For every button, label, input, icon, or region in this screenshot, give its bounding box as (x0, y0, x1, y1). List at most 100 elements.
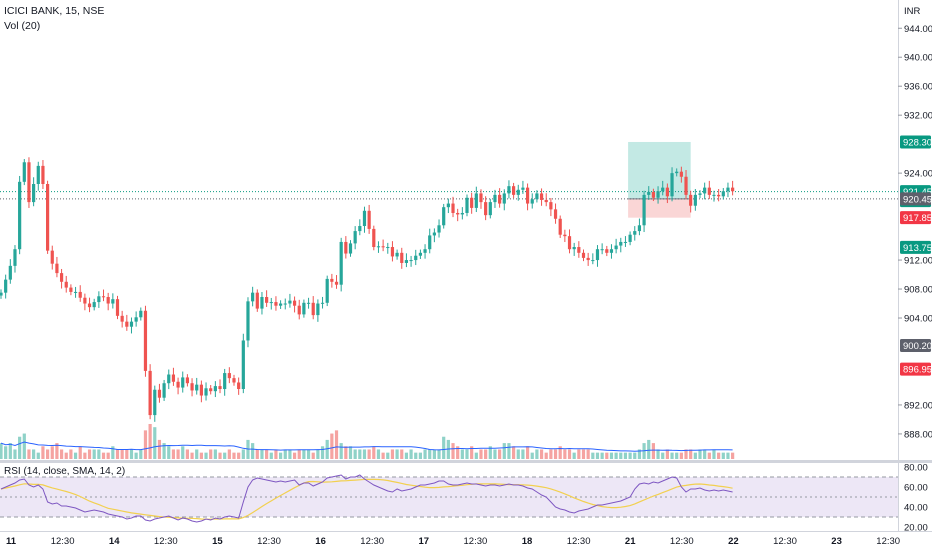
candle-body[interactable] (474, 193, 478, 208)
candle-body[interactable] (456, 212, 460, 215)
candle[interactable] (460, 207, 464, 220)
candle[interactable] (656, 186, 660, 204)
candle-body[interactable] (465, 197, 469, 213)
candles[interactable] (0, 157, 735, 422)
candle[interactable] (64, 275, 68, 293)
candle-body[interactable] (64, 281, 68, 288)
candle[interactable] (400, 247, 404, 269)
rsi-legend[interactable]: RSI (14, close, SMA, 14, 2) (4, 466, 126, 477)
price-badge[interactable]: 928.30 (900, 135, 932, 149)
candle[interactable] (78, 285, 82, 302)
candle[interactable] (283, 298, 287, 310)
candle[interactable] (684, 170, 688, 199)
candle-body[interactable] (265, 297, 269, 303)
candle[interactable] (432, 228, 436, 243)
candle-body[interactable] (731, 187, 735, 192)
candle[interactable] (27, 157, 31, 208)
candle[interactable] (530, 193, 534, 209)
candle-body[interactable] (512, 186, 516, 195)
candle[interactable] (204, 382, 208, 401)
candle[interactable] (600, 243, 604, 255)
candle[interactable] (41, 160, 45, 189)
candle-body[interactable] (390, 247, 395, 257)
candle[interactable] (302, 299, 306, 318)
candle[interactable] (465, 194, 469, 217)
candle-body[interactable] (493, 194, 497, 203)
candle-body[interactable] (539, 193, 544, 200)
candle-body[interactable] (134, 317, 138, 322)
candle[interactable] (162, 379, 166, 401)
candle-body[interactable] (712, 194, 716, 196)
candle-body[interactable] (707, 187, 711, 195)
candle[interactable] (320, 296, 325, 309)
candle[interactable] (502, 189, 506, 211)
candle-body[interactable] (223, 373, 227, 390)
candle[interactable] (330, 273, 334, 288)
candle-body[interactable] (246, 301, 250, 341)
candle-body[interactable] (348, 243, 353, 254)
candle-body[interactable] (721, 191, 725, 197)
candle[interactable] (605, 245, 609, 257)
candle[interactable] (446, 198, 450, 214)
candle-body[interactable] (544, 199, 548, 203)
candle[interactable] (209, 385, 213, 395)
candle-body[interactable] (237, 382, 241, 390)
candle-body[interactable] (563, 234, 567, 237)
candle[interactable] (358, 219, 362, 236)
candle[interactable] (703, 182, 707, 200)
candle-body[interactable] (479, 193, 483, 203)
candle[interactable] (535, 190, 539, 203)
candle[interactable] (372, 225, 376, 251)
candle-body[interactable] (498, 194, 502, 204)
candle-body[interactable] (670, 173, 674, 197)
candle[interactable] (637, 218, 642, 236)
candle[interactable] (213, 381, 217, 398)
candle[interactable] (325, 275, 329, 307)
candle-body[interactable] (567, 236, 572, 250)
candle[interactable] (479, 189, 483, 209)
candle-body[interactable] (213, 386, 217, 392)
candle[interactable] (4, 274, 8, 299)
volume-legend[interactable]: Vol (20) (4, 20, 41, 32)
candle-body[interactable] (507, 186, 511, 194)
candle-body[interactable] (581, 252, 586, 258)
candle-body[interactable] (22, 162, 26, 182)
candle-body[interactable] (139, 310, 143, 318)
candle[interactable] (106, 292, 110, 311)
candle[interactable] (470, 192, 474, 214)
candle[interactable] (390, 241, 395, 262)
candle-body[interactable] (195, 384, 199, 391)
candle-body[interactable] (241, 340, 245, 390)
candle-body[interactable] (367, 210, 371, 229)
candle[interactable] (111, 293, 115, 309)
candle[interactable] (22, 159, 26, 186)
candle[interactable] (670, 167, 674, 202)
candle-body[interactable] (679, 171, 683, 177)
candle[interactable] (143, 305, 148, 377)
candle-body[interactable] (703, 187, 707, 194)
candle-body[interactable] (120, 315, 124, 322)
candle-body[interactable] (432, 232, 436, 236)
candle-body[interactable] (661, 187, 665, 192)
candle-body[interactable] (185, 377, 189, 384)
candle-body[interactable] (148, 370, 152, 416)
candle[interactable] (675, 168, 679, 177)
candle-body[interactable] (8, 265, 12, 280)
candle[interactable] (134, 311, 138, 327)
candle-body[interactable] (651, 191, 655, 198)
candle-body[interactable] (162, 383, 166, 398)
candle[interactable] (721, 187, 725, 200)
candle-body[interactable] (50, 250, 54, 264)
candle[interactable] (525, 183, 530, 211)
candle[interactable] (269, 297, 273, 310)
candle-body[interactable] (92, 302, 96, 308)
candle-body[interactable] (218, 386, 222, 390)
candle-body[interactable] (209, 388, 213, 392)
candle[interactable] (651, 188, 655, 202)
candle-body[interactable] (176, 381, 180, 388)
candle-body[interactable] (698, 193, 702, 195)
candle-body[interactable] (232, 378, 236, 383)
candle[interactable] (563, 229, 567, 243)
candle[interactable] (195, 377, 199, 395)
candle[interactable] (367, 204, 371, 234)
